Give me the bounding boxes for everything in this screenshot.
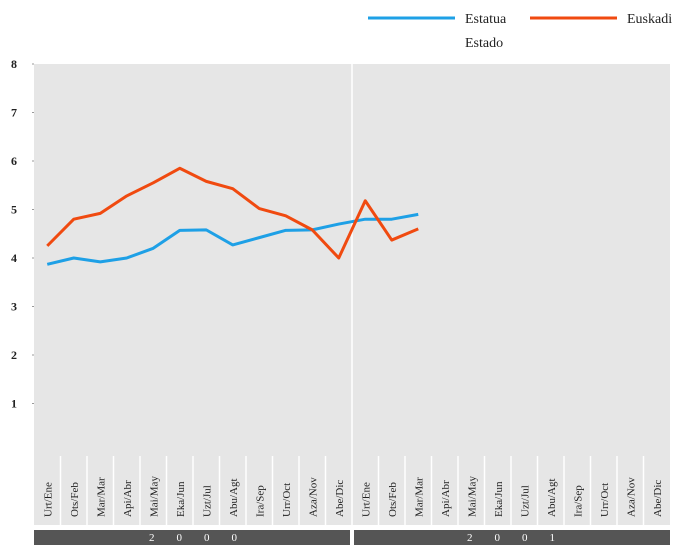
x-tick-label: Abe/Dic: [334, 480, 346, 517]
group-bar: [354, 530, 670, 545]
y-tick-label: 2: [11, 348, 17, 362]
group-label: 2001: [467, 532, 577, 544]
x-tick-label: Api/Abr: [440, 480, 452, 517]
x-tick-label: Mar/Mar: [95, 477, 107, 517]
y-tick-label: 3: [11, 300, 17, 314]
y-tick-label: 6: [11, 154, 17, 168]
y-tick-label: 1: [11, 397, 17, 411]
group-bar: [34, 530, 350, 545]
x-tick-label: Aza/Nov: [625, 477, 637, 517]
x-tick-label: Urr/Oct: [599, 483, 611, 517]
x-tick-label: Ira/Sep: [254, 485, 266, 517]
y-tick-label: 4: [11, 251, 17, 265]
x-tick-label: Abu/Agt: [546, 479, 558, 518]
x-tick-label: Mai/May: [148, 476, 160, 517]
x-tick-label: Urt/Ene: [360, 482, 372, 517]
legend-label: Euskadi: [627, 12, 672, 27]
legend-label: Estatua Estado: [465, 12, 507, 51]
y-tick-label: 8: [11, 57, 17, 71]
x-tick-label: Api/Abr: [122, 480, 134, 517]
x-tick-label: Ots/Feb: [69, 482, 81, 517]
x-tick-label: Abu/Agt: [228, 479, 240, 518]
x-tick-label: Urr/Oct: [281, 483, 293, 517]
x-tick-label: Mar/Mar: [413, 477, 425, 517]
line-series: [46, 166, 419, 260]
x-tick-label: Uzt/Jul: [201, 485, 213, 517]
y-tick-label: 7: [11, 106, 17, 120]
x-tick-label: Aza/Nov: [307, 477, 319, 517]
x-tick-label: Eka/Jun: [493, 481, 505, 517]
x-tick-label: Abe/Dic: [652, 480, 664, 517]
x-tick-label: Eka/Jun: [175, 481, 187, 517]
x-tick-label: Mai/May: [466, 476, 478, 517]
group-label: 2000: [149, 532, 259, 544]
x-tick-label: Ots/Feb: [387, 482, 399, 517]
x-tick-label: Urt/Ene: [42, 482, 54, 517]
x-tick-label: Uzt/Jul: [519, 485, 531, 517]
y-tick-label: 5: [11, 203, 17, 217]
x-tick-label: Ira/Sep: [572, 485, 584, 517]
